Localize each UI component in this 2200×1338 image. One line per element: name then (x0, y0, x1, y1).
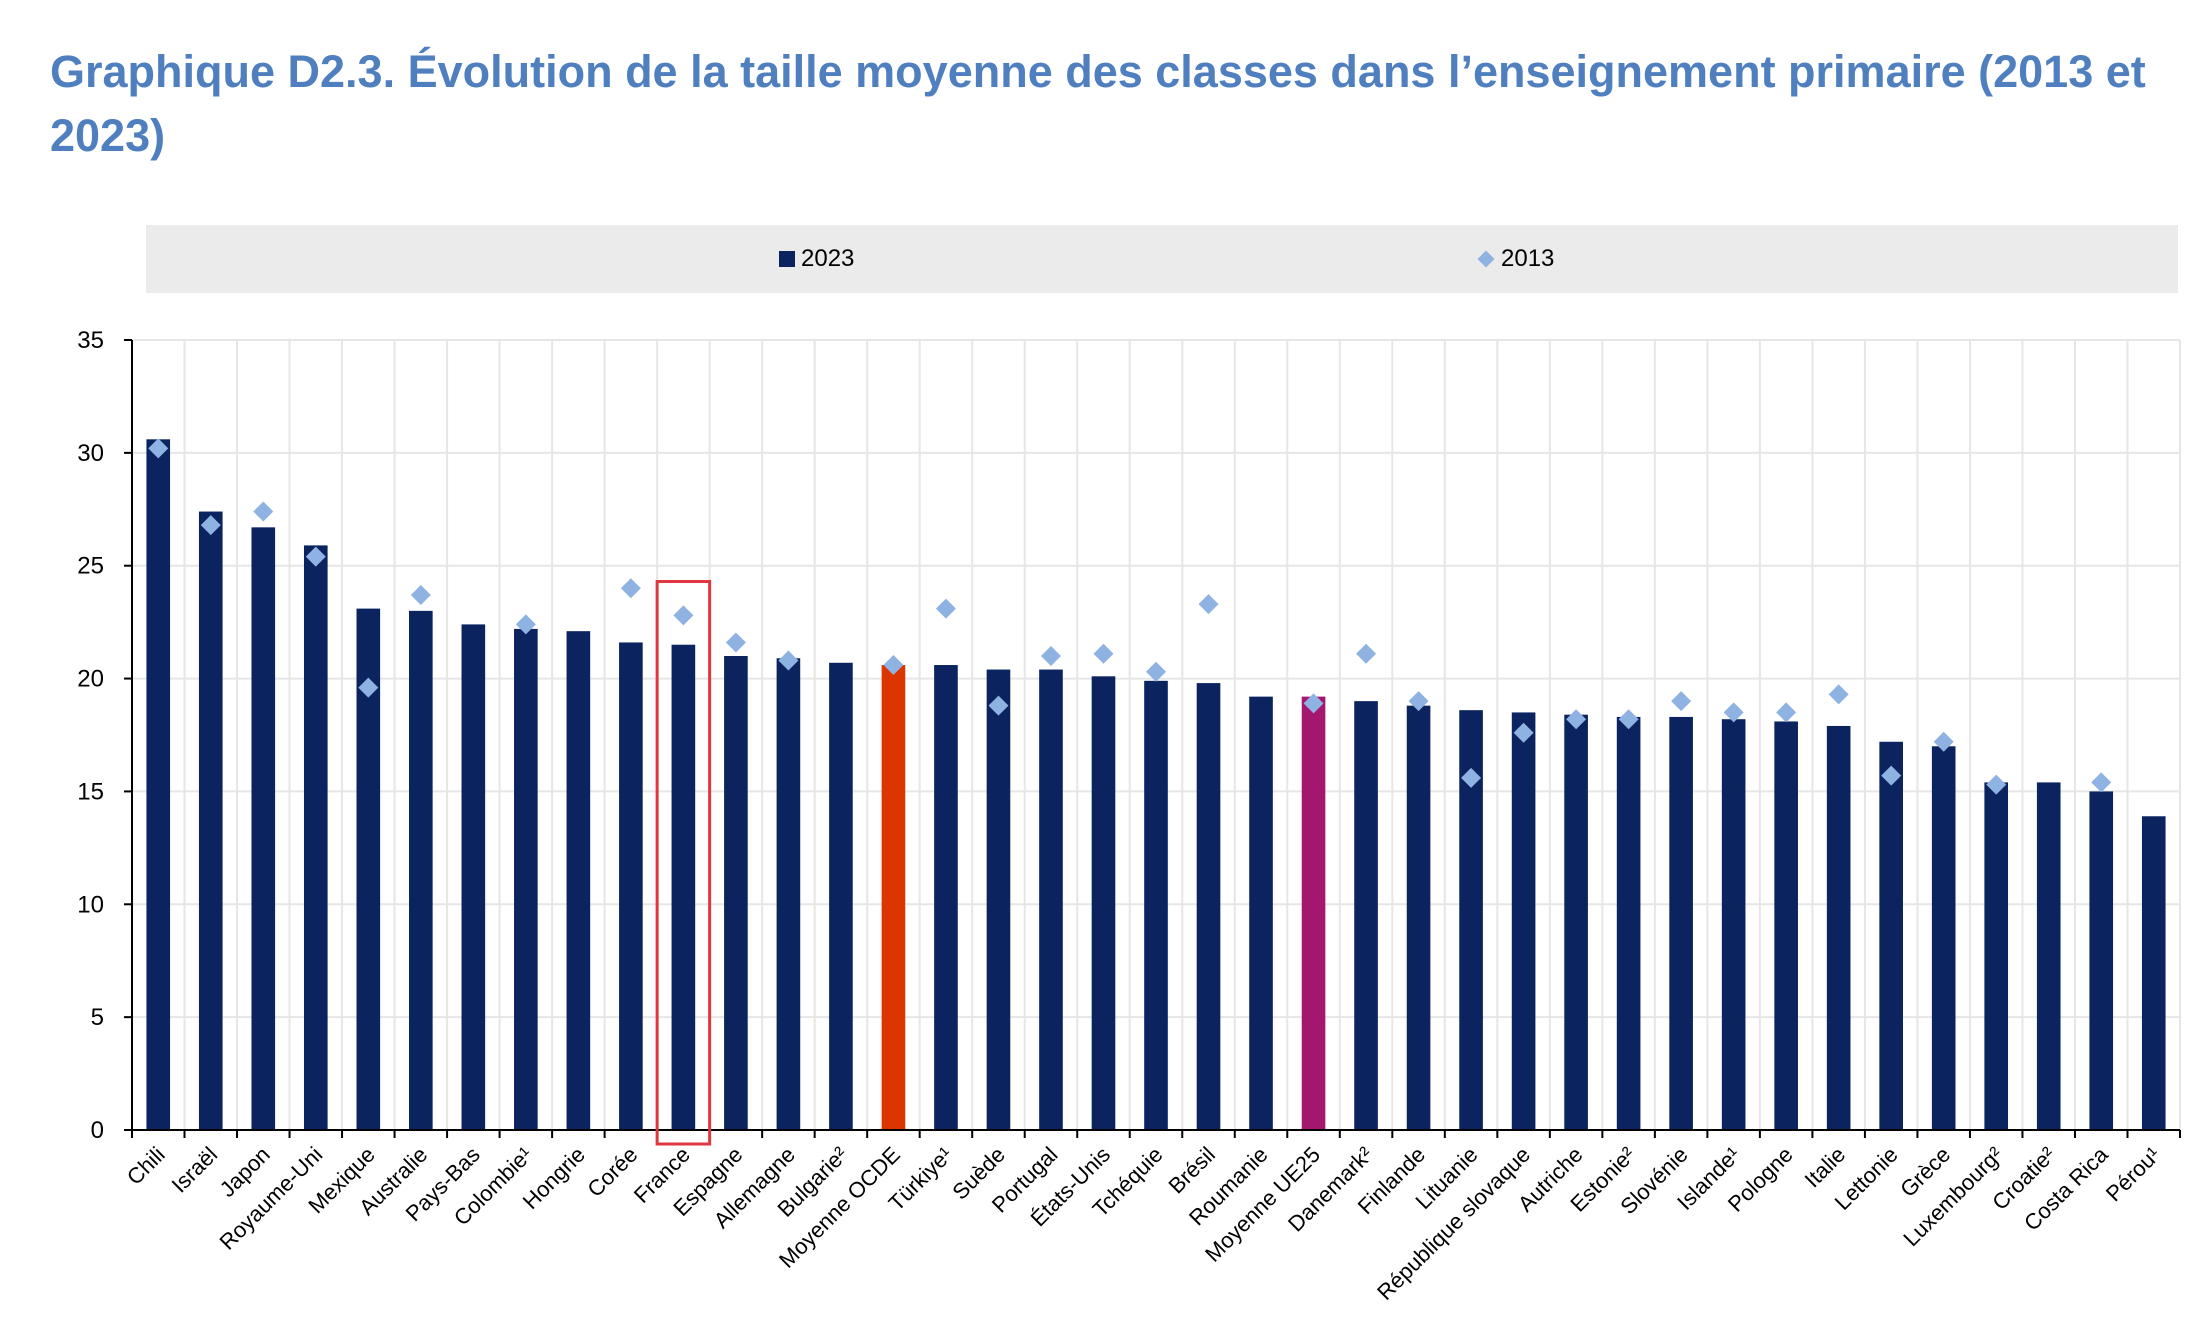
marker-japon (253, 501, 274, 522)
legend-swatch-2023 (779, 251, 795, 267)
bar-allemagne (776, 658, 801, 1130)
bar-islande (1721, 719, 1746, 1130)
marker-islande (1723, 702, 1744, 723)
marker-portugal (1040, 646, 1061, 666)
marker-israel (200, 515, 221, 536)
bar-pays-bas (461, 624, 486, 1130)
marker-italie (1828, 684, 1849, 705)
bar-australie (409, 610, 433, 1130)
marker-royaume-uni (305, 546, 326, 567)
marker-allemagne (778, 650, 799, 671)
marker-moyenne-ue25 (1303, 693, 1324, 714)
marker-lettonie (1881, 765, 1902, 786)
legend: 2023 2013 (146, 225, 2178, 293)
bar-autriche (1564, 714, 1588, 1130)
y-tick-label: 30 (77, 440, 104, 467)
marker-republique-slovaque (1513, 722, 1534, 743)
bar-republique-slovaque (1511, 712, 1536, 1130)
bar-chili (146, 439, 171, 1130)
marker-france (673, 605, 694, 626)
y-tick-label: 35 (77, 327, 104, 354)
marker-grece (1933, 731, 1954, 752)
y-tick-label: 20 (77, 666, 104, 693)
marker-finlande (1408, 691, 1429, 712)
legend-item-2023: 2023 (779, 225, 854, 293)
y-tick-label: 0 (91, 1117, 104, 1144)
marker-chili (148, 438, 169, 459)
bar-perou (2141, 816, 2166, 1130)
marker-costa-rica (2091, 772, 2112, 793)
marker-suede (988, 695, 1009, 716)
marker-espagne (725, 632, 746, 653)
marker-turkiye (935, 598, 956, 619)
x-axis-labels: ChiliIsraëlJaponRoyaume-UniMexiqueAustra… (122, 1141, 2165, 1305)
y-tick-label: 5 (91, 1004, 104, 1031)
bar-mexique (356, 608, 381, 1130)
bar-finlande (1406, 705, 1431, 1130)
bar-moyenne-ocde (881, 665, 906, 1130)
marker-coree (620, 578, 641, 599)
y-tick-label: 25 (77, 553, 104, 580)
bar-france (671, 644, 696, 1130)
marker-luxembourg (1986, 774, 2007, 795)
bar-luxembourg (1984, 782, 2009, 1130)
bar-bulgarie (829, 662, 853, 1130)
marker-mexique (358, 677, 379, 698)
bar-turkiye (934, 665, 958, 1130)
bar-croatie (2036, 782, 2061, 1130)
x-label-israel: Israël (167, 1142, 223, 1198)
x-label-perou: Pérou¹ (2101, 1142, 2165, 1206)
bar-roumanie (1249, 696, 1273, 1130)
bar-espagne (724, 656, 748, 1130)
bar-hongrie (566, 631, 591, 1130)
bar-coree (619, 642, 643, 1130)
chart-title: Graphique D2.3. Évolution de la taille m… (50, 46, 2146, 161)
legend-label-2023: 2023 (801, 245, 855, 272)
bar-danemark (1354, 701, 1378, 1130)
bar-lituanie (1459, 710, 1483, 1130)
y-axis-ticks: 0 5 10 15 20 25 30 35 (77, 327, 104, 1144)
legend-item-2013: 2013 (1477, 225, 1555, 293)
marker-estonie (1618, 709, 1639, 730)
legend-label-2013: 2013 (1501, 245, 1555, 272)
bar-portugal (1039, 669, 1063, 1130)
marker-etats-unis (1093, 643, 1114, 664)
bar-royaume-uni (303, 545, 328, 1130)
bar-japon (251, 527, 276, 1130)
bar-pologne (1774, 721, 1798, 1130)
marker-australie (410, 585, 431, 606)
y-tick-label: 15 (77, 778, 104, 805)
axes (124, 339, 2181, 1138)
markers-2013 (148, 438, 2112, 795)
bar-italie (1826, 725, 1851, 1130)
marker-lituanie (1461, 767, 1482, 788)
bar-costa-rica (2089, 791, 2114, 1130)
bar-israel (198, 511, 223, 1130)
bar-lettonie (1879, 741, 1903, 1130)
y-tick-label: 10 (77, 891, 104, 918)
bar-etats-unis (1091, 676, 1116, 1130)
bar-bresil (1196, 683, 1221, 1130)
bars-2023 (146, 439, 2166, 1130)
bar-estonie (1616, 716, 1641, 1130)
bar-slovenie (1669, 716, 1693, 1130)
x-label-chili: Chili (122, 1142, 170, 1190)
bar-suede (986, 669, 1011, 1130)
marker-slovenie (1671, 691, 1692, 712)
marker-tchequie (1146, 661, 1166, 682)
bar-grece (1931, 746, 1956, 1130)
bar-tchequie (1144, 680, 1168, 1130)
highlight-layer (655, 580, 712, 1146)
marker-danemark (1356, 643, 1377, 664)
highlight-box-france (655, 580, 712, 1146)
bar-colombie (514, 628, 538, 1130)
marker-bresil (1198, 594, 1219, 615)
marker-autriche (1566, 709, 1587, 730)
marker-colombie (515, 614, 536, 635)
marker-pologne (1776, 702, 1797, 723)
marker-moyenne-ocde (883, 655, 904, 676)
bar-moyenne-ue25 (1301, 696, 1326, 1130)
